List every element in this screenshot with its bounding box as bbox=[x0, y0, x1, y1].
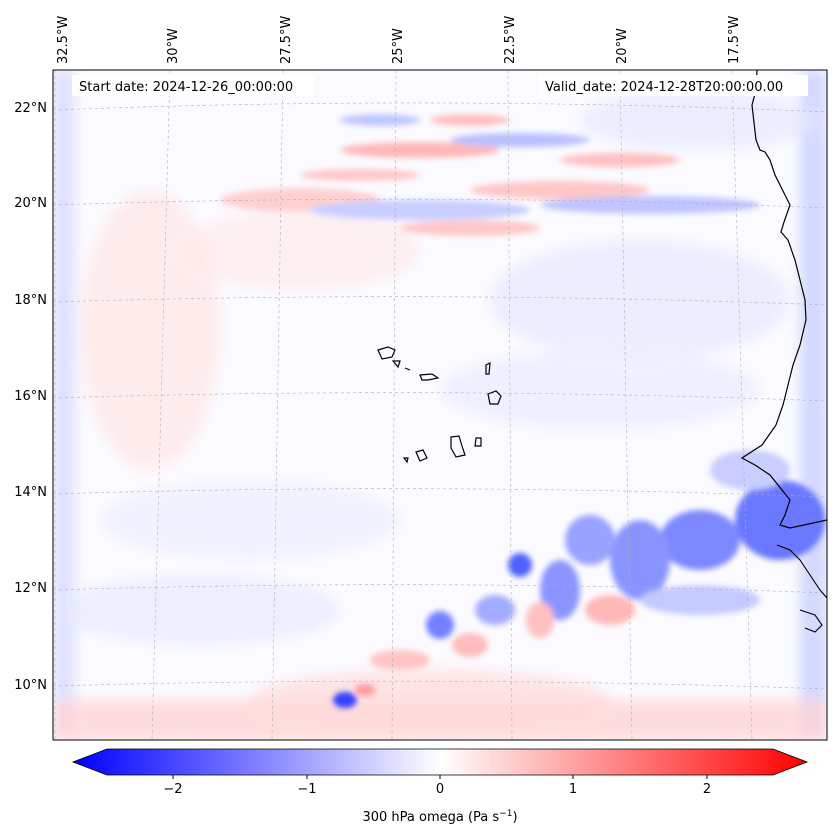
colorbar-label-end: ) bbox=[512, 810, 517, 825]
guinea-coastline bbox=[776, 544, 827, 633]
lat-label-14n: 14°N bbox=[14, 485, 47, 500]
lon-label-25w: 25°W bbox=[391, 28, 406, 64]
colorbar-tick-0: 0 bbox=[436, 782, 444, 797]
lon-label-17-5w: 17.5°W bbox=[727, 16, 742, 64]
lon-label-20w: 20°W bbox=[615, 28, 630, 64]
lon-label-30w: 30°W bbox=[166, 28, 181, 64]
lat-label-12n: 12°N bbox=[14, 581, 47, 596]
colorbar-label-exponent: −1 bbox=[499, 809, 512, 819]
lon-label-27-5w: 27.5°W bbox=[279, 16, 294, 64]
lat-label-20n: 20°N bbox=[14, 196, 47, 211]
omega-field bbox=[53, 70, 827, 740]
colorbar-tick-neg2: −2 bbox=[163, 782, 182, 797]
colorbar-tick-1: 1 bbox=[569, 782, 577, 797]
map-frame bbox=[52, 69, 828, 741]
cape-verde-islands bbox=[377, 346, 502, 464]
valid-date-box bbox=[538, 75, 808, 96]
colorbar-bar bbox=[71, 748, 809, 776]
colorbar-tick-2: 2 bbox=[703, 782, 711, 797]
colorbar-label: 300 hPa omega (Pa s−1) bbox=[362, 809, 517, 825]
colorbar-label-text: 300 hPa omega (Pa s bbox=[362, 810, 499, 825]
colorbar: −2 −1 0 1 2 300 hPa omega (Pa s−1) bbox=[71, 748, 809, 825]
start-date-box bbox=[72, 75, 315, 96]
lat-label-22n: 22°N bbox=[14, 101, 47, 116]
africa-coastline bbox=[740, 70, 827, 529]
lat-label-16n: 16°N bbox=[14, 389, 47, 404]
valid-date-label: Valid_date: 2024-12-28T20:00:00.00 bbox=[545, 80, 783, 95]
colorbar-tick-neg1: −1 bbox=[297, 782, 316, 797]
graticule bbox=[53, 70, 827, 740]
lat-label-18n: 18°N bbox=[14, 293, 47, 308]
start-date-label: Start date: 2024-12-26_00:00:00 bbox=[79, 80, 293, 95]
lat-label-10n: 10°N bbox=[14, 678, 47, 693]
lon-label-22-5w: 22.5°W bbox=[503, 16, 518, 64]
lon-label-32-5w: 32.5°W bbox=[56, 16, 71, 64]
